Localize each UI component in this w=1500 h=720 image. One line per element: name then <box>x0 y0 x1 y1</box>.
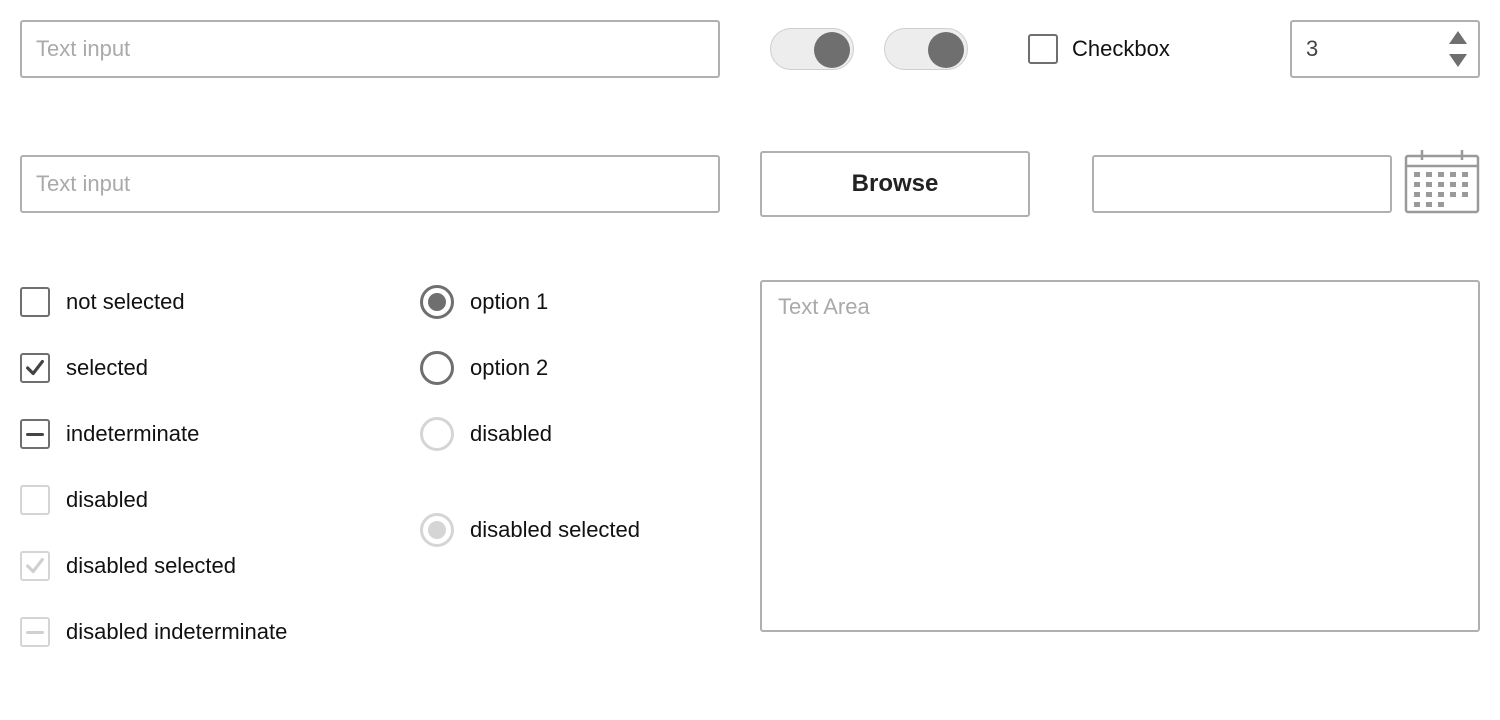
calendar-icon[interactable] <box>1404 148 1480 220</box>
radio-option-2[interactable]: option 2 <box>420 346 720 390</box>
checkbox-single[interactable] <box>1028 34 1058 64</box>
radio-selected-icon <box>420 513 454 547</box>
toggle-knob-icon <box>928 32 964 68</box>
chevron-down-icon[interactable] <box>1449 54 1467 67</box>
checkbox-indeterminate-icon <box>20 617 50 647</box>
radio-icon <box>420 417 454 451</box>
checkbox-disabled: disabled <box>20 478 380 522</box>
toggle-knob-icon <box>814 32 850 68</box>
radio-icon <box>420 351 454 385</box>
checkbox-not-selected[interactable]: not selected <box>20 280 380 324</box>
checkbox-indeterminate[interactable]: indeterminate <box>20 412 380 456</box>
checkbox-checked-icon <box>20 353 50 383</box>
checkbox-indeterminate-icon <box>20 419 50 449</box>
checkbox-disabled-indeterminate: disabled indeterminate <box>20 610 380 654</box>
checkbox-label: indeterminate <box>66 421 199 447</box>
radio-disabled-selected: disabled selected <box>420 508 720 552</box>
radio-selected-icon <box>420 285 454 319</box>
radio-label: option 2 <box>470 355 548 381</box>
checkbox-icon <box>20 287 50 317</box>
checkbox-single-label: Checkbox <box>1072 36 1170 62</box>
toggle-2[interactable] <box>884 28 968 70</box>
text-input-1[interactable] <box>20 20 720 78</box>
checkbox-disabled-selected: disabled selected <box>20 544 380 588</box>
number-stepper[interactable]: 3 <box>1290 20 1480 78</box>
row-2: Browse <box>20 148 1480 220</box>
checkbox-label: disabled indeterminate <box>66 619 287 645</box>
toggle-1[interactable] <box>770 28 854 70</box>
checkbox-checked-icon <box>20 551 50 581</box>
checkbox-label: disabled selected <box>66 553 236 579</box>
radio-label: disabled selected <box>470 517 640 543</box>
checkbox-label: not selected <box>66 289 185 315</box>
stepper-value: 3 <box>1292 22 1444 76</box>
row-3: not selected selected indeterminate disa… <box>20 280 1480 654</box>
chevron-up-icon[interactable] <box>1449 31 1467 44</box>
radio-label: option 1 <box>470 289 548 315</box>
radio-option-1[interactable]: option 1 <box>420 280 720 324</box>
browse-button[interactable]: Browse <box>760 151 1030 217</box>
text-input-2[interactable] <box>20 155 720 213</box>
radio-disabled: disabled <box>420 412 720 456</box>
radio-states-group: option 1 option 2 disabled disabled sele… <box>420 280 720 654</box>
checkbox-icon <box>20 485 50 515</box>
checkbox-label: selected <box>66 355 148 381</box>
date-input[interactable] <box>1092 155 1392 213</box>
checkbox-states-group: not selected selected indeterminate disa… <box>20 280 380 654</box>
checkbox-label: disabled <box>66 487 148 513</box>
checkbox-selected[interactable]: selected <box>20 346 380 390</box>
text-area[interactable] <box>760 280 1480 632</box>
radio-label: disabled <box>470 421 552 447</box>
row-1: Checkbox 3 <box>20 20 1480 78</box>
